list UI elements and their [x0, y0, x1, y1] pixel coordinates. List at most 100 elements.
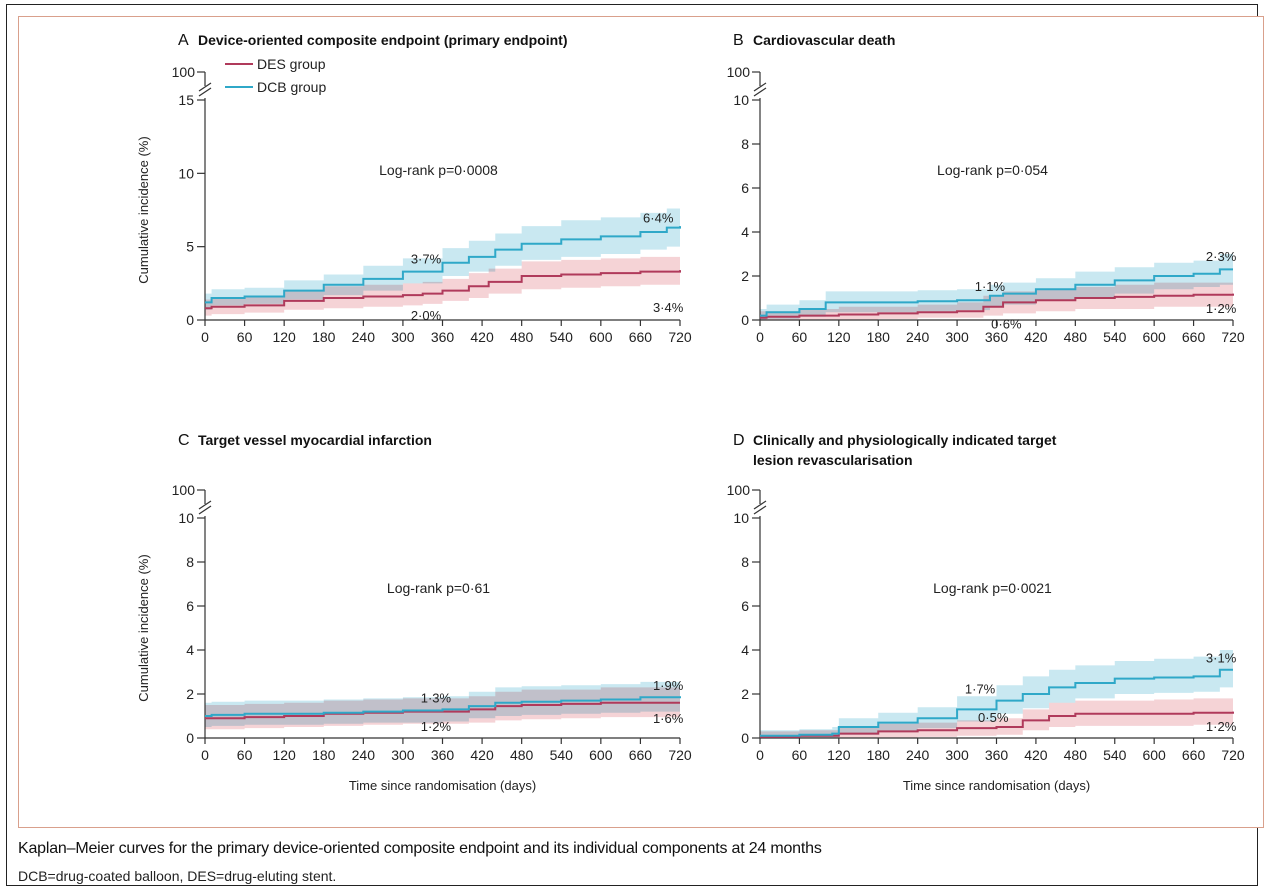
x-tick-label: 540: [550, 747, 574, 763]
panel-a: A Device-oriented composite endpoint (pri…: [136, 32, 692, 345]
log-rank-pvalue: Log-rank p=0·0008: [379, 162, 498, 178]
x-tick-label: 300: [945, 747, 969, 763]
x-tick-label: 540: [1103, 747, 1127, 763]
x-tick-label: 180: [312, 747, 336, 763]
y-tick-label: 10: [178, 510, 194, 526]
axis-break-mark: [753, 87, 767, 97]
x-tick-label: 240: [352, 747, 376, 763]
y-tick-label: 0: [186, 730, 194, 746]
y-tick-label: 100: [172, 64, 196, 80]
x-tick-label: 0: [201, 329, 209, 345]
y-tick-label: 2: [741, 686, 749, 702]
y-tick-label: 0: [741, 312, 749, 328]
data-label: 1·2%: [1206, 301, 1237, 316]
y-tick-label: 100: [727, 64, 751, 80]
axis-break-mark: [753, 82, 767, 92]
data-label: 3·1%: [1206, 651, 1237, 666]
des-confidence-band: [205, 687, 680, 730]
x-tick-label: 300: [945, 329, 969, 345]
x-tick-label: 420: [1024, 329, 1048, 345]
data-label: 1·3%: [421, 690, 452, 705]
data-label: 1·2%: [421, 719, 452, 734]
x-tick-label: 540: [1103, 329, 1127, 345]
x-tick-label: 720: [668, 747, 692, 763]
x-tick-label: 720: [1221, 329, 1245, 345]
des-series-line: [760, 293, 1234, 319]
x-tick-label: 600: [1142, 329, 1166, 345]
x-tick-label: 360: [431, 329, 455, 345]
x-tick-label: 0: [201, 747, 209, 763]
x-tick-label: 540: [550, 329, 574, 345]
x-tick-label: 0: [756, 747, 764, 763]
x-axis-label: Time since randomisation (days): [903, 778, 1090, 793]
axis-break-mark: [753, 505, 767, 515]
y-tick-label: 10: [733, 92, 749, 108]
x-tick-label: 120: [827, 747, 851, 763]
data-label: 1·2%: [1206, 719, 1237, 734]
x-tick-label: 600: [589, 329, 613, 345]
des-series-line: [205, 701, 680, 720]
panel-title-line-1: Clinically and physiologically indicated…: [753, 432, 1057, 448]
x-tick-label: 420: [1024, 747, 1048, 763]
y-tick-label: 0: [741, 730, 749, 746]
y-axis-label: Cumulative incidence (%): [136, 136, 151, 283]
x-tick-label: 180: [867, 329, 891, 345]
dcb-series-line: [760, 268, 1233, 317]
log-rank-pvalue: Log-rank p=0·61: [387, 580, 490, 596]
log-rank-pvalue: Log-rank p=0·0021: [933, 580, 1052, 596]
x-tick-label: 60: [237, 329, 253, 345]
x-tick-label: 720: [668, 329, 692, 345]
x-tick-label: 240: [352, 329, 376, 345]
y-tick-label: 2: [186, 686, 194, 702]
x-tick-label: 300: [391, 747, 415, 763]
x-tick-label: 360: [985, 329, 1009, 345]
x-tick-label: 480: [1064, 747, 1088, 763]
des-series-line: [205, 270, 681, 310]
x-tick-label: 120: [272, 329, 296, 345]
y-tick-label: 8: [741, 554, 749, 570]
x-tick-label: 180: [312, 329, 336, 345]
legend-label-dcb: DCB group: [257, 79, 326, 95]
axis-break-mark: [198, 82, 212, 92]
x-tick-label: 300: [391, 329, 415, 345]
panel-letter: A: [178, 32, 189, 49]
x-tick-label: 360: [985, 747, 1009, 763]
panel-title: Cardiovascular death: [753, 32, 895, 48]
axis-break-mark: [198, 505, 212, 515]
x-axis-label: Time since randomisation (days): [349, 778, 536, 793]
x-tick-label: 660: [1182, 329, 1206, 345]
axis-break-mark: [753, 500, 767, 510]
y-tick-label: 5: [186, 239, 194, 255]
x-tick-label: 600: [589, 747, 613, 763]
y-tick-label: 2: [741, 268, 749, 284]
data-label: 2·3%: [1206, 249, 1237, 264]
panel-letter: D: [733, 432, 745, 449]
y-tick-label: 100: [727, 482, 751, 498]
panel-title-line-2: lesion revascularisation: [753, 452, 913, 468]
y-tick-label: 4: [186, 642, 194, 658]
y-tick-label: 6: [186, 598, 194, 614]
x-tick-label: 60: [792, 329, 808, 345]
data-label: 0·5%: [978, 710, 1009, 725]
panel-letter: C: [178, 432, 190, 449]
panel-c: C Target vessel myocardial infarction 10 00…: [136, 432, 692, 793]
data-label: 1·1%: [975, 279, 1006, 294]
dcb-series-line: [205, 226, 681, 304]
x-tick-label: 720: [1221, 747, 1245, 763]
panel-title: Target vessel myocardial infarction: [198, 432, 432, 448]
dcb-confidence-band: [760, 254, 1233, 320]
panel-title: Device-oriented composite endpoint (prim…: [198, 32, 567, 48]
x-tick-label: 420: [470, 329, 494, 345]
x-tick-label: 180: [867, 747, 891, 763]
y-axis-label: Cumulative incidence (%): [136, 554, 151, 701]
x-tick-label: 660: [629, 747, 653, 763]
kaplan-meier-figure: A Device-oriented composite endpoint (pri…: [136, 32, 1245, 793]
x-tick-label: 420: [470, 747, 494, 763]
data-label: 2·0%: [411, 308, 442, 323]
y-tick-label: 8: [186, 554, 194, 570]
x-tick-label: 120: [827, 329, 851, 345]
data-label: 3·7%: [411, 251, 442, 266]
data-label: 1·7%: [965, 682, 996, 697]
y-tick-label: 6: [741, 598, 749, 614]
x-tick-label: 60: [792, 747, 808, 763]
